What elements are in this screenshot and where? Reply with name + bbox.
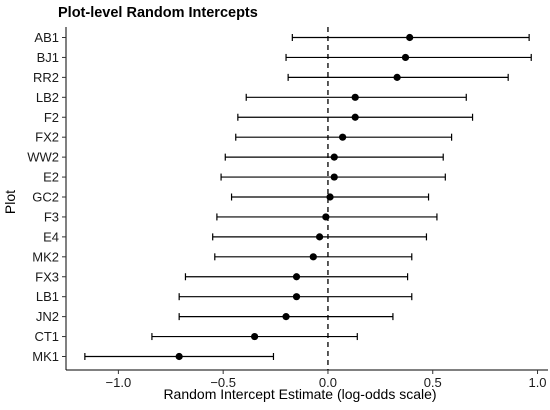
y-tick-label-e2: E2 [43, 170, 59, 185]
estimate-point-lb1 [292, 293, 301, 301]
estimate-point-f2 [351, 113, 359, 121]
estimate-point-e2 [330, 173, 338, 181]
interval-fx3 [184, 273, 409, 281]
estimate-point-fx3 [292, 273, 301, 281]
interval-ww2 [224, 153, 444, 161]
chart-title: Plot-level Random Intercepts [58, 5, 258, 21]
y-tick-label-ab1: AB1 [34, 30, 59, 45]
y-axis-label: Plot [2, 190, 18, 214]
estimate-point-fx2 [339, 133, 347, 141]
interval-lb1 [178, 293, 413, 301]
interval-rr2 [287, 73, 509, 81]
y-tick-label-mk1: MK1 [32, 349, 59, 364]
x-tick-label: 0.5 [424, 375, 442, 390]
y-tick-label-fx3: FX3 [35, 269, 59, 284]
interval-ab1 [291, 33, 530, 42]
x-tick-label: −0.5 [210, 375, 236, 390]
interval-mk1 [84, 352, 275, 361]
y-tick-label-rr2: RR2 [33, 70, 59, 85]
interval-bj1 [285, 53, 532, 62]
estimate-point-jn2 [282, 313, 290, 321]
y-tick-label-bj1: BJ1 [37, 50, 59, 65]
estimate-point-rr2 [393, 73, 401, 81]
estimate-point-ww2 [330, 153, 338, 161]
x-tick-label: 0.0 [319, 375, 337, 390]
plot-area [84, 27, 532, 370]
y-tick-label-e4: E4 [43, 229, 59, 244]
intervals-group [84, 33, 532, 361]
x-axis-label: Random Intercept Estimate (log-odds scal… [163, 386, 436, 402]
interval-mk2 [214, 253, 413, 261]
estimate-point-ct1 [251, 332, 259, 341]
estimate-point-gc2 [326, 193, 334, 201]
interval-e4 [212, 233, 428, 241]
interval-fx2 [235, 133, 453, 141]
estimate-point-mk2 [309, 253, 317, 261]
estimate-point-e4 [315, 233, 324, 241]
interval-f2 [237, 113, 474, 121]
interval-jn2 [178, 313, 394, 321]
y-tick-label-gc2: GC2 [32, 190, 59, 205]
interval-lb2 [245, 93, 467, 101]
estimate-point-mk1 [175, 352, 183, 361]
y-tick-label-ct1: CT1 [34, 329, 59, 344]
y-tick-label-f2: F2 [44, 110, 59, 125]
interval-gc2 [230, 193, 430, 201]
interval-f3 [216, 213, 438, 221]
x-tick-label: −1.0 [106, 375, 132, 390]
estimate-point-f3 [322, 213, 330, 221]
interval-ct1 [151, 332, 358, 341]
x-tick-label: 1.0 [528, 375, 546, 390]
y-tick-label-ww2: WW2 [27, 150, 59, 165]
y-tick-label-lb2: LB2 [36, 90, 59, 105]
y-tick-label-lb1: LB1 [36, 289, 59, 304]
y-tick-label-f3: F3 [44, 209, 59, 224]
x-tick-labels: −1.0 −0.5 0.0 0.5 1.0 [106, 370, 547, 390]
y-tick-label-jn2: JN2 [36, 309, 59, 324]
y-tick-labels: AB1 BJ1 RR2 LB2 F2 FX2 WW2 E2 GC2 F3 E4 MK2 FX3 LB1 JN… [27, 30, 66, 364]
estimate-point-lb2 [351, 93, 359, 101]
y-tick-label-mk2: MK2 [32, 249, 59, 264]
estimate-point-ab1 [406, 33, 414, 42]
estimate-point-bj1 [401, 53, 410, 62]
y-tick-label-fx2: FX2 [35, 130, 59, 145]
interval-e2 [220, 173, 446, 181]
